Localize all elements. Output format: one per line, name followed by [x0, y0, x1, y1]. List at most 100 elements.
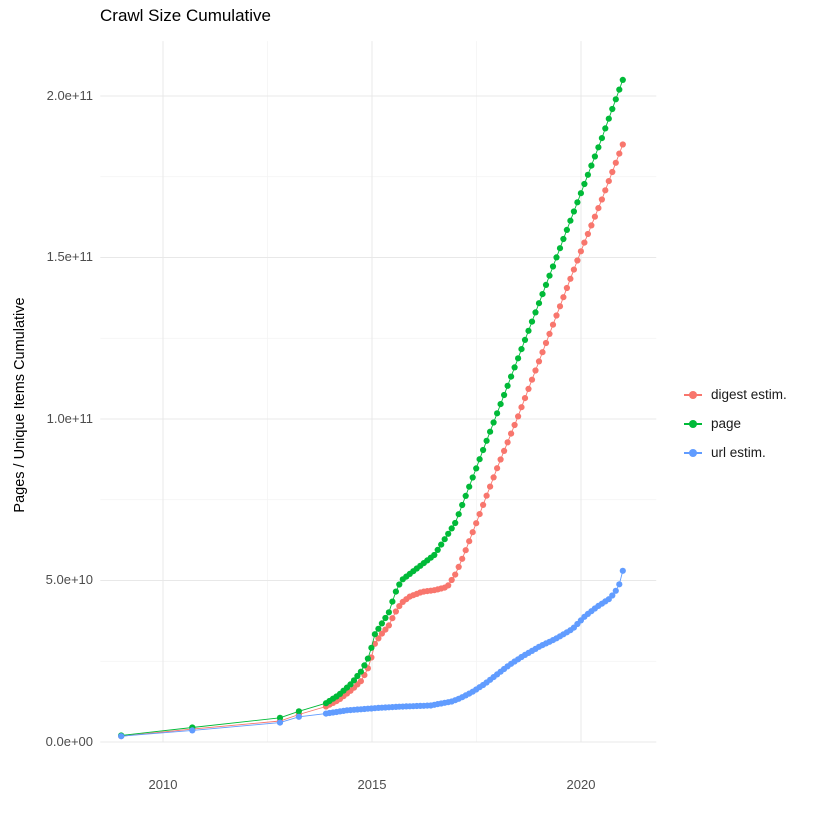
- data-point: [347, 681, 354, 688]
- data-point: [389, 598, 396, 605]
- data-point: [396, 581, 403, 588]
- data-point: [584, 230, 592, 238]
- data-point: [532, 309, 539, 316]
- data-point: [473, 520, 480, 527]
- data-point: [452, 519, 459, 527]
- data-point: [396, 603, 403, 610]
- data-point: [616, 150, 623, 157]
- data-point: [591, 153, 599, 160]
- legend-entry-page: page: [683, 409, 787, 438]
- x-tick-label: 2010: [148, 777, 178, 792]
- data-point: [480, 446, 487, 454]
- data-point: [556, 303, 564, 310]
- data-point: [553, 254, 560, 261]
- data-point: [438, 541, 445, 548]
- data-point: [581, 180, 588, 188]
- legend-label: digest estim.: [711, 387, 787, 402]
- data-point: [612, 587, 619, 594]
- y-axis-label: Pages / Unique Items Cumulative: [12, 297, 28, 513]
- data-point: [382, 626, 389, 633]
- data-point: [455, 563, 462, 571]
- data-point: [588, 162, 595, 169]
- chart-title: Crawl Size Cumulative: [100, 6, 271, 25]
- data-point: [490, 474, 497, 481]
- data-point: [546, 330, 553, 337]
- data-point: [189, 727, 196, 734]
- data-point: [354, 672, 361, 680]
- data-point: [371, 640, 378, 647]
- data-point: [382, 614, 389, 622]
- legend-entry-digest-estim: digest estim.: [683, 380, 787, 409]
- data-point: [616, 581, 623, 588]
- data-point: [276, 719, 284, 726]
- data-point: [553, 312, 560, 319]
- data-point: [494, 410, 501, 417]
- data-point: [452, 571, 459, 578]
- data-point: [609, 168, 616, 176]
- data-point: [487, 483, 494, 490]
- data-point: [392, 608, 399, 615]
- data-point: [508, 430, 515, 437]
- data-point: [598, 196, 606, 203]
- data-point: [490, 419, 497, 426]
- data-point: [542, 339, 550, 347]
- data-point: [574, 257, 581, 264]
- data-point: [595, 144, 602, 151]
- data-point: [521, 336, 529, 343]
- y-tick-label: 2.0e+11: [46, 88, 93, 103]
- data-point: [501, 391, 508, 399]
- data-point: [515, 413, 522, 420]
- data-point: [542, 281, 550, 288]
- data-point: [462, 547, 469, 554]
- data-point: [539, 291, 546, 298]
- data-point: [525, 327, 532, 334]
- data-point: [511, 364, 518, 371]
- data-point: [473, 465, 480, 472]
- data-point: [357, 668, 364, 675]
- data-point: [385, 609, 392, 616]
- data-point: [602, 125, 609, 132]
- data-point: [563, 284, 571, 292]
- data-point: [476, 456, 483, 463]
- data-point: [385, 622, 392, 629]
- data-point: [368, 644, 375, 651]
- data-point: [448, 525, 455, 532]
- data-point: [459, 555, 466, 562]
- data-point: [584, 171, 592, 178]
- data-point: [445, 530, 452, 537]
- data-point: [361, 662, 368, 669]
- data-point: [563, 226, 571, 233]
- data-point: [525, 385, 532, 392]
- y-tick-label: 1.0e+11: [46, 411, 93, 426]
- data-point: [556, 245, 564, 252]
- data-point: [455, 511, 462, 518]
- data-point: [295, 708, 302, 715]
- data-point: [535, 358, 543, 365]
- data-point: [501, 447, 508, 454]
- data-point: [364, 655, 371, 662]
- data-point: [497, 456, 504, 463]
- data-point: [570, 208, 578, 215]
- data-point: [577, 190, 585, 197]
- data-point: [375, 625, 382, 632]
- x-tick-label: 2020: [566, 777, 596, 792]
- data-point: [535, 300, 543, 307]
- data-point: [375, 635, 382, 642]
- data-point: [619, 567, 626, 574]
- data-point: [546, 272, 553, 279]
- data-point: [476, 510, 483, 518]
- legend-key-icon: [683, 386, 703, 404]
- data-point: [605, 178, 612, 185]
- y-tick-label: 1.5e+11: [46, 249, 93, 264]
- data-point: [483, 437, 490, 444]
- data-point: [612, 159, 619, 166]
- data-point: [515, 355, 522, 362]
- data-point: [605, 115, 612, 122]
- data-point: [462, 492, 469, 499]
- data-point: [504, 382, 511, 389]
- legend-label: page: [711, 416, 742, 431]
- data-point: [521, 395, 529, 402]
- data-point: [591, 213, 599, 220]
- data-point: [588, 222, 595, 229]
